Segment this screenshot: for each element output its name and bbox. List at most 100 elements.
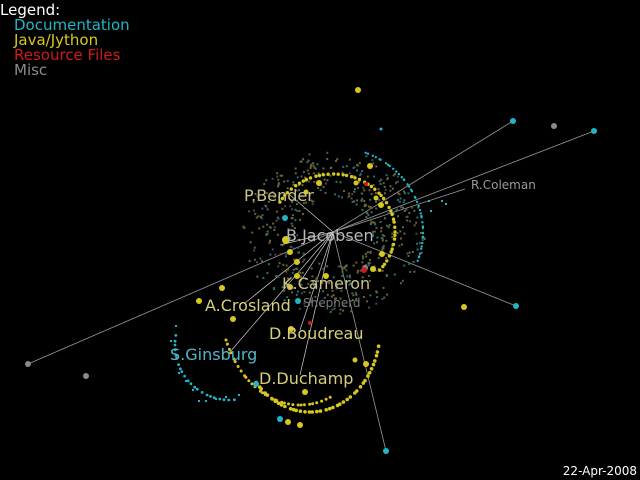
- file-dot: [311, 203, 314, 206]
- file-dot: [286, 179, 289, 182]
- file-dot: [301, 260, 304, 263]
- file-dot: [298, 189, 300, 192]
- file-dot: [401, 243, 404, 246]
- file-dot: [170, 340, 172, 342]
- file-dot: [375, 200, 378, 203]
- file-dot: [402, 226, 404, 229]
- file-dot: [397, 199, 399, 201]
- author-label-jacobsen: B.Jacobsen: [286, 226, 374, 245]
- file-dot: [281, 244, 284, 247]
- file-dot: [408, 263, 411, 265]
- file-dot: [267, 200, 270, 203]
- file-dot: [399, 282, 402, 285]
- file-dot: [302, 202, 305, 205]
- file-node: [461, 304, 467, 310]
- legend-item-misc: Misc: [14, 61, 48, 79]
- file-dot: [313, 180, 316, 183]
- file-dot: [316, 163, 319, 166]
- file-dot: [277, 265, 280, 268]
- file-dot: [286, 187, 289, 190]
- file-dot: [344, 266, 346, 269]
- file-dot: [389, 250, 393, 254]
- file-dot: [326, 151, 329, 154]
- file-dot: [405, 215, 408, 218]
- file-dot: [421, 231, 425, 235]
- file-dot: [266, 208, 269, 211]
- file-dot: [308, 193, 311, 196]
- file-dot: [303, 258, 306, 261]
- file-node: [364, 182, 368, 186]
- file-dot: [339, 297, 342, 300]
- file-dot: [398, 193, 401, 196]
- file-dot: [279, 174, 282, 177]
- file-dot: [324, 408, 329, 412]
- file-dot: [284, 205, 286, 208]
- file-dot: [361, 170, 364, 172]
- file-dot: [385, 259, 389, 263]
- file-node: [367, 163, 373, 169]
- file-dot: [334, 193, 337, 196]
- file-dot: [340, 289, 343, 292]
- file-dot: [357, 177, 362, 182]
- file-dot: [364, 151, 367, 154]
- file-dot: [266, 223, 269, 226]
- file-dot: [307, 159, 310, 162]
- file-dot: [312, 200, 315, 203]
- file-node: [294, 259, 300, 265]
- connection-line: [332, 231, 517, 307]
- file-node: [361, 267, 367, 273]
- file-dot: [233, 398, 236, 402]
- file-dot: [178, 372, 180, 374]
- file-dot: [299, 160, 302, 163]
- file-dot: [386, 178, 389, 181]
- file-dot: [296, 209, 299, 212]
- file-dot: [323, 178, 326, 181]
- file-dot: [315, 401, 319, 405]
- file-dot: [382, 286, 385, 289]
- file-dot: [296, 267, 299, 270]
- file-dot: [384, 192, 386, 195]
- file-dot: [339, 265, 342, 268]
- file-dot: [212, 396, 216, 400]
- file-dot: [357, 181, 360, 184]
- file-dot: [341, 171, 344, 174]
- file-dot: [314, 167, 317, 170]
- file-dot: [288, 407, 293, 411]
- file-dot: [361, 192, 364, 195]
- file-dot: [271, 177, 274, 180]
- file-dot: [290, 217, 293, 220]
- file-dot: [256, 261, 259, 264]
- file-dot: [421, 237, 424, 240]
- file-dot: [317, 172, 320, 175]
- file-dot: [403, 178, 406, 182]
- file-dot: [175, 357, 179, 360]
- file-dot: [391, 232, 394, 235]
- file-dot: [348, 395, 353, 399]
- file-dot: [198, 400, 200, 402]
- file-dot: [387, 205, 391, 210]
- file-dot: [305, 201, 308, 204]
- file-dot: [294, 208, 297, 211]
- file-dot: [306, 169, 309, 172]
- file-node: [83, 373, 89, 379]
- file-dot: [283, 289, 286, 292]
- file-dot: [236, 365, 240, 368]
- file-dot: [421, 226, 425, 230]
- file-dot: [298, 184, 300, 187]
- file-dot: [376, 296, 379, 299]
- file-dot: [329, 311, 332, 313]
- file-node: [253, 381, 259, 387]
- file-dot: [175, 325, 177, 327]
- file-dot: [353, 176, 357, 180]
- file-dot: [359, 269, 362, 272]
- file-dot: [173, 348, 177, 352]
- file-dot: [253, 209, 255, 212]
- file-dot: [379, 158, 382, 161]
- file-dot: [409, 220, 411, 223]
- file-dot: [344, 265, 347, 268]
- file-dot: [266, 233, 269, 236]
- file-dot: [344, 282, 347, 285]
- file-dot: [312, 172, 315, 175]
- file-dot: [397, 192, 400, 195]
- file-dot: [185, 380, 187, 382]
